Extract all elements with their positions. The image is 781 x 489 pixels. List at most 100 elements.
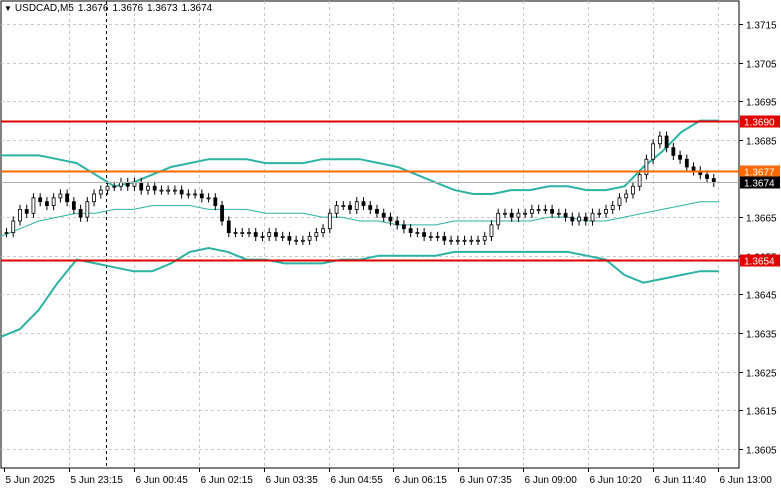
candle-body <box>469 239 474 242</box>
candle-body <box>422 232 427 237</box>
candle-body <box>631 185 635 195</box>
candle-body <box>476 239 480 242</box>
candle-body <box>220 205 224 222</box>
candle-body <box>112 185 117 188</box>
candle-body <box>78 209 83 218</box>
x-tick-label: 6 Jun 00:45 <box>136 475 189 486</box>
candle-body <box>617 197 622 206</box>
x-tick-label: 6 Jun 07:35 <box>460 475 513 486</box>
candle-body <box>402 224 406 230</box>
candle-body <box>199 193 204 199</box>
candle-body <box>92 193 96 203</box>
candle-body <box>11 220 16 233</box>
candle-body <box>341 205 346 207</box>
candle-body <box>428 236 433 238</box>
candle-body <box>381 212 386 218</box>
candle-body <box>657 135 662 145</box>
current-price-tag <box>740 176 780 189</box>
candle-body <box>233 232 238 234</box>
candle-body <box>45 201 49 206</box>
candle-body <box>307 236 312 241</box>
candle-body <box>172 189 177 192</box>
candle-body <box>300 239 305 242</box>
candle-body <box>543 209 548 211</box>
x-tick-label: 6 Jun 11:40 <box>655 475 707 486</box>
candle-body <box>408 228 413 233</box>
candle-body <box>31 197 36 214</box>
y-tick-label: 1.3625 <box>746 369 777 380</box>
candle-body <box>51 197 56 206</box>
candle-body <box>152 185 157 191</box>
candle-body <box>705 174 709 179</box>
candle-body <box>226 220 231 233</box>
candle-body <box>455 239 460 242</box>
candle-body <box>166 189 171 192</box>
candle-body <box>462 239 467 242</box>
candle-body <box>280 236 285 238</box>
x-tick-label: 6 Jun 04:55 <box>331 475 384 486</box>
candle-body <box>146 185 150 191</box>
candle-body <box>590 212 595 222</box>
candle-body <box>287 236 292 241</box>
candle-body <box>637 174 642 187</box>
candle-body <box>294 239 299 242</box>
ohlc-high: 1.3676 <box>112 3 144 14</box>
candle-body <box>206 197 211 200</box>
candle-body <box>388 216 393 222</box>
collapse-triangle-icon[interactable]: ▼ <box>4 4 12 13</box>
candle-body <box>482 236 487 241</box>
candle-body <box>139 181 144 191</box>
candle-body <box>368 205 373 210</box>
level-price-label: 1.3654 <box>744 257 775 268</box>
candle-body <box>691 166 696 172</box>
candle-body <box>348 205 352 210</box>
candle-body <box>274 232 278 237</box>
candle-body <box>664 135 669 149</box>
candle-body <box>503 212 507 215</box>
candle-body <box>415 232 420 234</box>
candle-body <box>85 201 90 218</box>
y-tick-label: 1.3715 <box>746 21 777 32</box>
candle-body <box>24 209 29 214</box>
symbol-name: USDCAD, <box>14 3 60 14</box>
candle-body <box>247 232 251 234</box>
candle-body <box>563 212 568 218</box>
candle-body <box>186 193 191 196</box>
candle-body <box>65 193 70 203</box>
level-price-tag <box>740 115 780 128</box>
candle-body <box>509 212 514 218</box>
level-price-tag <box>740 254 780 267</box>
candle-body <box>684 158 689 168</box>
candle-body <box>267 232 272 237</box>
level-price-tag <box>740 165 780 178</box>
candle-body <box>651 143 656 160</box>
candle-body <box>213 197 218 206</box>
candle-body <box>536 209 541 211</box>
candle-body <box>644 158 649 176</box>
x-tick-label: 6 Jun 13:00 <box>720 475 773 486</box>
candle-body <box>550 209 555 214</box>
candle-body <box>556 212 561 215</box>
x-tick-label: 6 Jun 03:35 <box>266 475 319 486</box>
y-tick-label: 1.3665 <box>746 214 777 225</box>
candle-body <box>4 232 9 234</box>
candle-body <box>18 209 22 222</box>
candle-body <box>327 212 332 230</box>
level-price-label: 1.3677 <box>744 168 775 179</box>
candle-body <box>193 193 198 196</box>
bollinger-middle-band <box>0 201 719 237</box>
candle-body <box>375 209 379 214</box>
x-tick-label: 6 Jun 10:20 <box>590 475 643 486</box>
x-tick-label: 6 Jun 09:00 <box>525 475 578 486</box>
candle-body <box>321 228 325 233</box>
candle-body <box>604 209 608 214</box>
x-tick-label: 5 Jun 2025 <box>6 475 56 486</box>
candle-body <box>624 193 629 199</box>
candle-body <box>449 239 453 242</box>
candle-body <box>395 220 400 226</box>
y-tick-label: 1.3695 <box>746 98 777 109</box>
candle-body <box>240 232 245 234</box>
candle-body <box>98 189 103 195</box>
